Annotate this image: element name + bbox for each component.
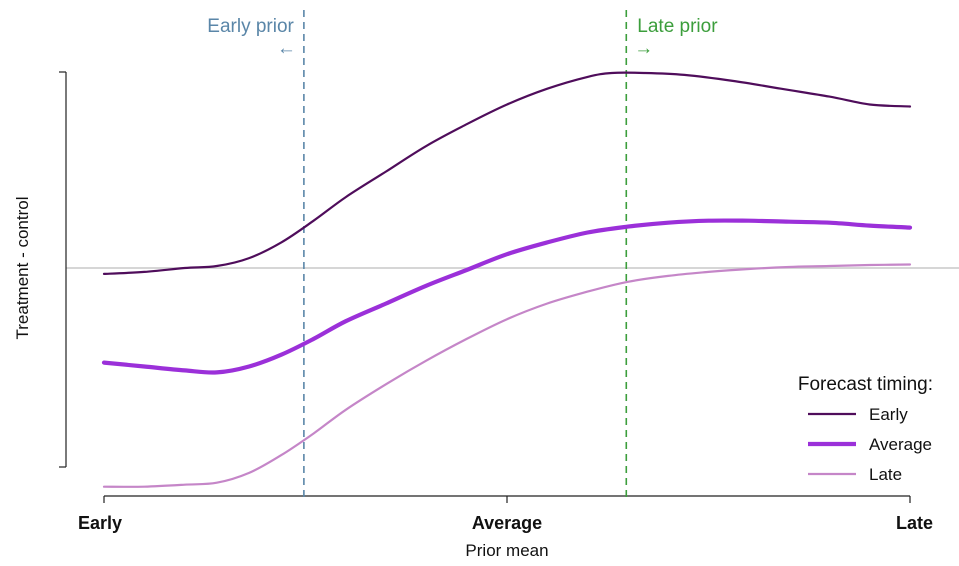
- reference-line-label: Early prior: [207, 16, 294, 37]
- reference-line-arrow: ←: [277, 38, 296, 59]
- series-line-average: [101, 218, 913, 375]
- series-line-early: [102, 71, 912, 275]
- legend-label: Late: [869, 465, 902, 484]
- legend-title: Forecast timing:: [798, 374, 933, 395]
- legend-label: Average: [869, 435, 932, 454]
- x-tick-label: Late: [896, 513, 933, 533]
- x-tick-label: Average: [472, 513, 542, 533]
- reference-line-arrow: →: [634, 38, 653, 59]
- reference-line-label: Late prior: [637, 16, 718, 37]
- y-axis-label: Treatment - control: [13, 197, 32, 340]
- legend-label: Early: [869, 405, 908, 424]
- legend: Forecast timing: Early Average Late: [798, 374, 933, 484]
- series-line-late: [102, 263, 912, 488]
- x-axis-label: Prior mean: [465, 541, 548, 560]
- x-tick-label: Early: [78, 513, 122, 533]
